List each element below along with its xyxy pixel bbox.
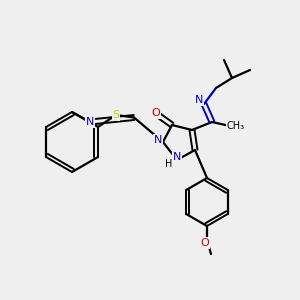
Text: H: H [165, 159, 173, 169]
Text: N: N [86, 117, 94, 127]
Text: S: S [112, 110, 119, 120]
Text: O: O [152, 108, 160, 118]
Text: N: N [195, 95, 203, 105]
Text: O: O [201, 238, 209, 248]
Text: N: N [154, 135, 162, 145]
Text: N: N [173, 152, 181, 162]
Text: CH₃: CH₃ [227, 121, 245, 131]
